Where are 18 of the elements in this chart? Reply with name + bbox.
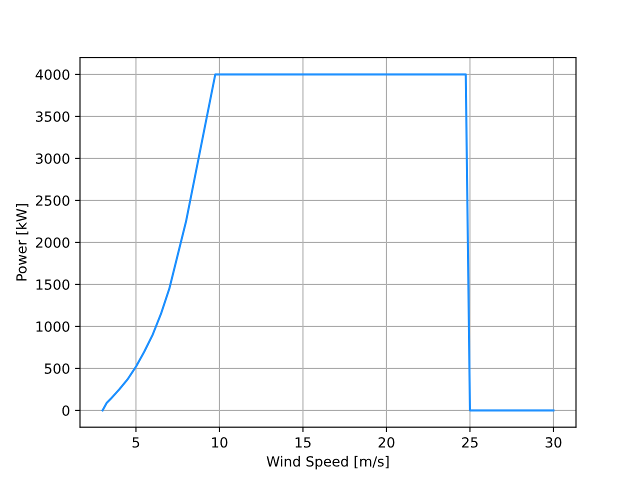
y-tick-label: 500 — [44, 363, 70, 374]
x-axis-title: Wind Speed [m/s] — [266, 456, 389, 470]
y-tick-label: 1000 — [36, 321, 70, 332]
y-tick-label: 4000 — [36, 69, 70, 80]
y-tick-label: 0 — [62, 405, 70, 416]
x-tick-label: 15 — [296, 437, 311, 448]
x-tick-label: 10 — [212, 437, 228, 448]
x-tick-label: 25 — [462, 437, 478, 448]
x-tick-label: 30 — [546, 437, 562, 448]
y-axis-title: Power [kW] — [16, 204, 28, 281]
x-tick-label: 5 — [132, 437, 140, 448]
y-tick-label: 3000 — [36, 153, 70, 164]
y-tick-label: 2500 — [36, 195, 70, 206]
x-tick-label: 20 — [378, 437, 394, 448]
y-tick-label: 2000 — [36, 237, 70, 248]
y-tick-label: 3500 — [36, 111, 70, 122]
line-series — [102, 73, 554, 412]
y-tick-label: 1500 — [36, 279, 70, 290]
